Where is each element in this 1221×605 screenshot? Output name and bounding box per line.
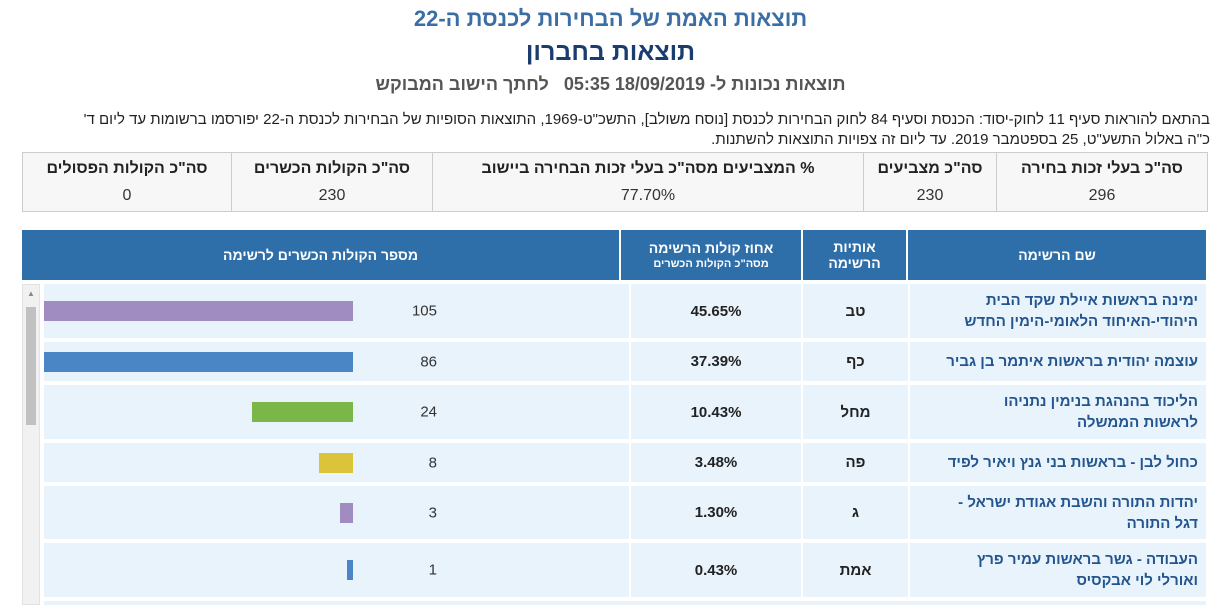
header-list-name: שם הרשימה — [906, 230, 1206, 280]
list-percentage: 3.48% — [629, 443, 801, 482]
legal-notice: בהתאם להוראות סעיף 11 לחוק-יסוד: הכנסת ו… — [83, 111, 1210, 148]
table-row[interactable]: הליכוד בהנהגת בנימין נתניהו לראשות הממשלה… — [44, 385, 1206, 439]
results-table-header: שם הרשימה אותיות הרשימה אחוז קולות הרשימ… — [22, 230, 1206, 280]
table-row-partial — [44, 601, 1206, 605]
city-title: תוצאות בחברון — [525, 38, 696, 66]
vote-count: 24 — [420, 403, 437, 421]
header-letters-line2: הרשימה — [828, 255, 881, 271]
summary-value: 230 — [916, 187, 944, 204]
header-pct: אחוז קולות הרשימה מסה"כ הקולות הכשרים — [619, 230, 801, 280]
vote-bar — [340, 502, 353, 523]
list-letters: פה — [801, 443, 908, 482]
list-letters: כף — [801, 342, 908, 381]
list-name-line: כחול לבן - בראשות בני גנץ ויאיר לפיד — [947, 454, 1198, 471]
summary-voters: סה"כ מצביעים 230 — [863, 153, 996, 211]
vote-count: 105 — [411, 302, 437, 320]
list-letters: מחל — [801, 385, 908, 439]
list-name[interactable]: ימינה בראשות איילת שקד הבית היהודי-האיחוד… — [908, 284, 1206, 338]
header-pct-line1: אחוז קולות הרשימה — [648, 240, 774, 256]
list-percentage: 0.43% — [629, 543, 801, 597]
vote-bar — [347, 560, 353, 580]
list-percentage: 1.30% — [629, 486, 801, 539]
summary-invalid-votes: סה"כ הקולות הפסולים 0 — [23, 153, 231, 211]
votes-cell: 8 — [44, 443, 629, 482]
vote-count: 3 — [428, 504, 437, 521]
summary-value: 296 — [1088, 187, 1116, 204]
list-name[interactable]: עוצמה יהודית בראשות איתמר בן גביר — [908, 342, 1206, 381]
header-votes-label: מספר הקולות הכשרים לרשימה — [223, 247, 418, 263]
list-name-line: העבודה - גשר בראשות עמיר פרץ — [977, 551, 1198, 568]
scrollbar-thumb[interactable] — [26, 307, 36, 425]
vote-count: 8 — [428, 454, 437, 471]
list-percentage: 37.39% — [629, 342, 801, 381]
table-row[interactable]: ימינה בראשות איילת שקד הבית היהודי-האיחוד… — [44, 284, 1206, 338]
summary-label: סה"כ הקולות הכשרים — [253, 160, 411, 177]
page-title: תוצאות האמת של הבחירות לכנסת ה-22 — [413, 6, 808, 31]
header-list-name-label: שם הרשימה — [1018, 247, 1096, 263]
table-row[interactable]: יהדות התורה והשבת אגודת ישראל - דגל התורה… — [44, 486, 1206, 539]
votes-cell: 1 — [44, 543, 629, 597]
header-pct-line2: מסה"כ הקולות הכשרים — [653, 258, 769, 270]
summary-value: 230 — [318, 187, 346, 204]
list-name-line: ואורלי לוי אבקסיס — [1076, 572, 1198, 589]
list-name[interactable]: העבודה - גשר בראשות עמיר פרץ ואורלי לוי א… — [908, 543, 1206, 597]
table-row[interactable]: כחול לבן - בראשות בני גנץ ויאיר לפיד פה … — [44, 443, 1206, 482]
votes-cell: 24 — [44, 385, 629, 439]
list-name-line: לראשות הממשלה — [1077, 414, 1198, 431]
vote-bar — [44, 351, 353, 372]
summary-valid-votes: סה"כ הקולות הכשרים 230 — [231, 153, 432, 211]
list-letters: טב — [801, 284, 908, 338]
scroll-up-icon[interactable]: ▲ — [27, 289, 35, 298]
votes-cell: 105 — [44, 284, 629, 338]
list-percentage: 45.65% — [629, 284, 801, 338]
table-row[interactable]: העבודה - גשר בראשות עמיר פרץ ואורלי לוי א… — [44, 543, 1206, 597]
summary-value: 77.70% — [620, 187, 676, 204]
summary-label: סה"כ מצביעים — [877, 160, 983, 177]
votes-cell: 3 — [44, 486, 629, 539]
settlement-breakdown-link[interactable]: לחתך הישוב המבוקש — [375, 74, 549, 94]
list-name-line: הליכוד בהנהגת בנימין נתניהו — [1003, 393, 1198, 410]
list-letters: אמת — [801, 543, 908, 597]
summary-label: סה"כ הקולות הפסולים — [46, 160, 208, 177]
summary-eligible: סה"כ בעלי זכות בחירה 296 — [996, 153, 1207, 211]
summary-label: סה"כ בעלי זכות בחירה — [1021, 160, 1183, 177]
summary-box: סה"כ בעלי זכות בחירה 296 סה"כ מצביעים 23… — [22, 152, 1208, 212]
header-votes: מספר הקולות הכשרים לרשימה — [22, 230, 619, 280]
vote-count: 1 — [428, 561, 437, 579]
list-name-line: עוצמה יהודית בראשות איתמר בן גביר — [946, 353, 1198, 370]
vote-count: 86 — [420, 353, 437, 370]
summary-label: % המצביעים מסה"כ בעלי זכות הבחירה ביישוב — [481, 160, 815, 177]
header-letters-line1: אותיות — [833, 239, 876, 255]
vote-bar — [44, 301, 353, 321]
table-row[interactable]: עוצמה יהודית בראשות איתמר בן גביר כף 37.… — [44, 342, 1206, 381]
vote-bar — [252, 402, 353, 422]
list-name-line: ימינה בראשות איילת שקד הבית — [985, 292, 1198, 309]
list-name[interactable]: יהדות התורה והשבת אגודת ישראל - דגל התורה — [908, 486, 1206, 539]
list-name-line: היהודי-האיחוד הלאומי-הימין החדש — [964, 313, 1198, 330]
list-name[interactable]: כחול לבן - בראשות בני גנץ ויאיר לפיד — [908, 443, 1206, 482]
summary-turnout: % המצביעים מסה"כ בעלי זכות הבחירה ביישוב… — [432, 153, 863, 211]
results-subtitle: תוצאות נכונות ל- 18/09/2019 05:35 לחתך ה… — [0, 74, 1221, 95]
list-percentage: 10.43% — [629, 385, 801, 439]
vote-bar — [319, 452, 353, 473]
subtitle-prefix: תוצאות נכונות ל- — [710, 74, 846, 94]
results-rows: ימינה בראשות איילת שקד הבית היהודי-האיחוד… — [44, 284, 1206, 605]
list-name-line: יהדות התורה והשבת אגודת ישראל - — [958, 493, 1198, 511]
header-list-letters: אותיות הרשימה — [801, 230, 906, 280]
list-name-line: דגל התורה — [1126, 514, 1198, 532]
timestamp: 18/09/2019 05:35 — [563, 74, 705, 94]
summary-value: 0 — [122, 187, 132, 204]
list-letters: ג — [801, 486, 908, 539]
scrollbar[interactable]: ▲ — [22, 284, 40, 605]
list-name[interactable]: הליכוד בהנהגת בנימין נתניהו לראשות הממשלה — [908, 385, 1206, 439]
votes-cell: 86 — [44, 342, 629, 381]
